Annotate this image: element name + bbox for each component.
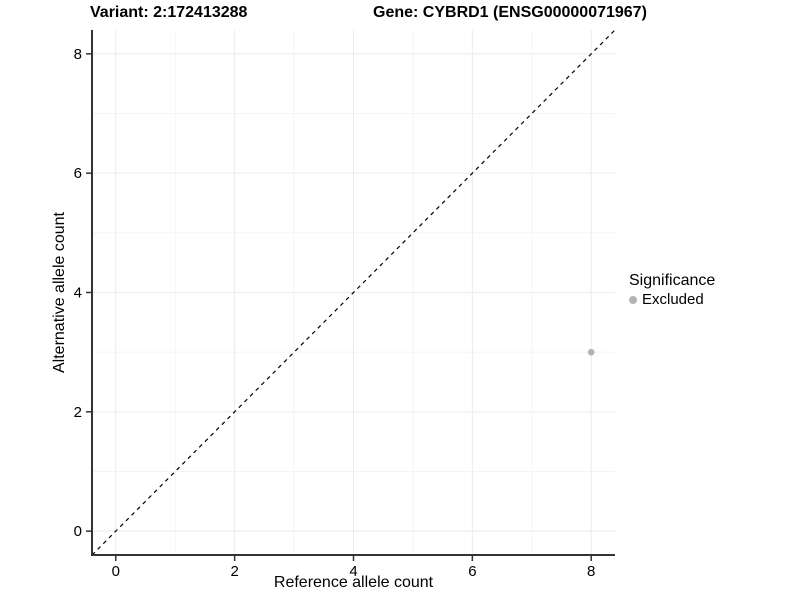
data-point <box>587 348 595 356</box>
y-tick-label: 0 <box>74 523 82 540</box>
plot-title-variant: Variant: 2:172413288 <box>90 4 248 21</box>
x-axis-label: Reference allele count <box>274 574 434 591</box>
x-tick-label: 6 <box>468 563 476 580</box>
x-tick-label: 0 <box>112 563 120 580</box>
y-tick-label: 2 <box>74 404 82 421</box>
x-tick-label: 8 <box>587 563 595 580</box>
y-tick-label: 8 <box>74 46 82 63</box>
identity-line <box>91 29 616 556</box>
legend: Significance Excluded <box>629 271 715 309</box>
x-tick-label: 4 <box>349 563 357 580</box>
legend-key-dot-icon <box>629 296 637 304</box>
axis-ticks-group: 0 2 4 6 8 0 2 4 6 8 <box>74 46 596 580</box>
legend-item-label: Excluded <box>642 291 704 308</box>
legend-items: Excluded <box>629 291 715 309</box>
y-tick-label: 6 <box>74 165 82 182</box>
legend-item-excluded: Excluded <box>629 291 715 309</box>
x-tick-label: 2 <box>230 563 238 580</box>
y-axis-label: Alternative allele count <box>51 211 68 373</box>
identity-line-group <box>91 29 616 556</box>
y-tick-label: 4 <box>74 285 82 302</box>
legend-title: Significance <box>629 272 716 289</box>
gridlines-major <box>92 30 615 555</box>
data-points-group <box>587 348 595 356</box>
plot-title-gene: Gene: CYBRD1 (ENSG00000071967) <box>373 4 647 21</box>
